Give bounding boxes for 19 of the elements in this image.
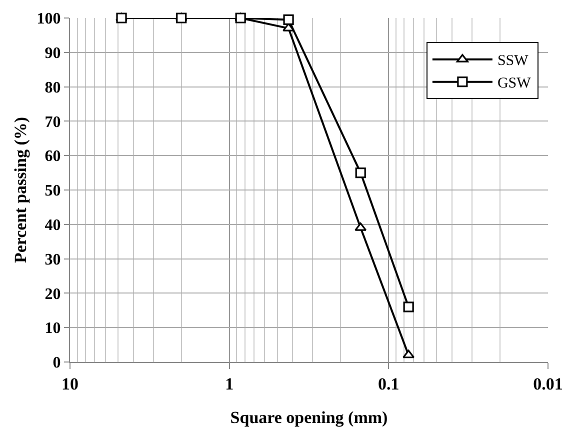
x-tick-label: 0.01 bbox=[533, 374, 563, 394]
y-tick-label: 50 bbox=[44, 182, 61, 200]
y-tick-label: 30 bbox=[44, 251, 61, 268]
y-tick-label: 40 bbox=[44, 217, 61, 234]
y-tick-label: 80 bbox=[44, 79, 61, 96]
legend-label: GSW bbox=[497, 76, 532, 92]
y-tick-label: 10 bbox=[44, 320, 61, 338]
y-tick-label: 90 bbox=[44, 45, 61, 62]
x-tick-label: 1 bbox=[225, 374, 234, 394]
y-axis-title: Percent passing (%) bbox=[11, 116, 30, 264]
y-tick-label: 0 bbox=[52, 354, 61, 372]
legend-label: SSW bbox=[497, 53, 530, 70]
x-axis-title: Square opening (mm) bbox=[230, 408, 388, 427]
y-tick-label: 20 bbox=[44, 286, 61, 303]
y-tick-label: 70 bbox=[44, 114, 61, 131]
x-tick-label: 10 bbox=[62, 374, 78, 394]
y-tick-label: 60 bbox=[44, 148, 61, 166]
x-tick-label: 0.1 bbox=[378, 374, 400, 394]
y-tick-label: 100 bbox=[36, 10, 61, 28]
